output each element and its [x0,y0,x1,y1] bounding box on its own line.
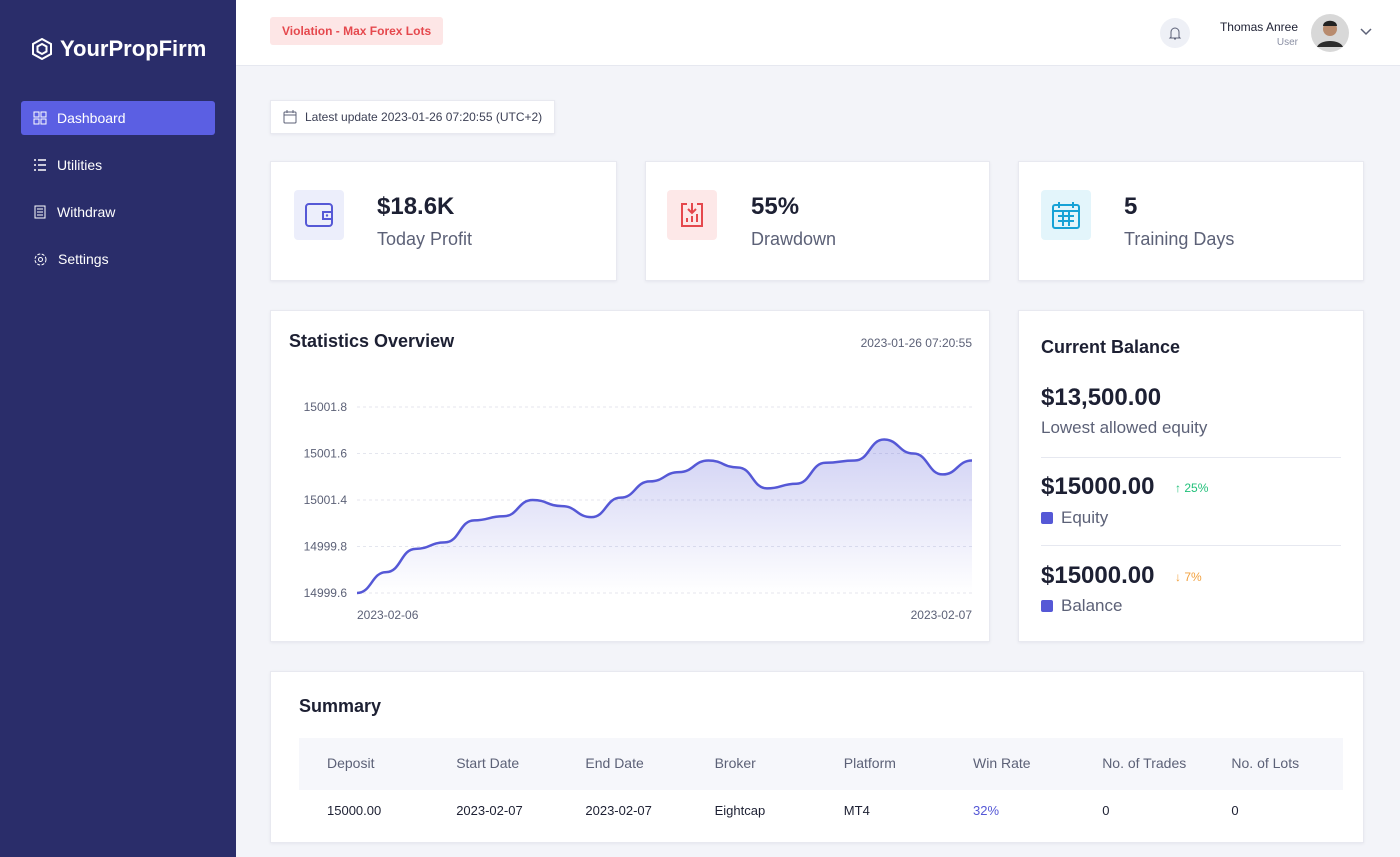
header: Violation - Max Forex Lots Thomas Anree … [236,0,1400,66]
balance-legend: Balance [1041,596,1122,616]
legend-swatch [1041,512,1053,524]
nav-label: Settings [58,251,109,267]
change-text: 25% [1184,481,1209,495]
table-cell: MT4 [843,803,870,818]
nav-icon [34,159,46,171]
stat-value: 55% [751,193,800,220]
summary-title: Summary [299,696,382,716]
balance-change: ↓ 7% [1175,570,1202,584]
x-tick-label: 2023-02-07 [911,608,973,622]
y-tick-label: 15001.8 [304,400,348,414]
avatar[interactable] [1310,13,1350,53]
user-info[interactable]: Thomas Anree User [1220,20,1298,48]
table-cell: 0 [1102,803,1110,818]
dropdown-caret[interactable] [1360,27,1372,37]
equity-value: $15000.00 [1041,473,1155,500]
equity-label: Equity [1061,508,1109,527]
column-header: Deposit [327,755,375,771]
stat-card: 5 Training Days [1018,161,1364,281]
table-cell: 0 [1231,803,1239,818]
chart-title: Statistics Overview [289,331,455,351]
balance-title: Current Balance [1041,337,1181,357]
equity-legend: Equity [1041,508,1108,528]
column-header: Win Rate [973,755,1031,771]
alert-badge[interactable]: Violation - Max Forex Lots [270,17,444,45]
stat-card: $18.6K Today Profit [270,161,617,281]
y-tick-label: 15001.4 [304,493,348,507]
stat-value: 5 [1124,193,1138,220]
nav-item[interactable]: Settings [21,242,215,276]
table-cell: 15000.00 [327,803,382,818]
summary-card: Summary Deposit Start Date End Date Broker P… [270,671,1364,843]
column-header: Start Date [456,755,520,771]
update-text: Latest update 2023-01-26 07:20:55 (UTC+2… [305,110,543,124]
legend-swatch [1041,600,1053,612]
column-header: No. of Lots [1231,755,1300,771]
nav-item[interactable]: Withdraw [21,195,215,229]
y-tick-label: 14999.8 [304,540,348,554]
brand[interactable]: YourPropFirm [32,36,206,62]
change-text: 7% [1184,570,1202,584]
nav-icon [33,111,47,125]
user-name: Thomas Anree [1219,20,1298,34]
stat-label: Drawdown [751,229,837,249]
nav-label: Utilities [57,157,103,173]
nav-item[interactable]: Utilities [21,148,215,182]
line [356,438,973,595]
column-header: No. of Trades [1102,755,1187,771]
y-tick-label: 15001.6 [304,447,348,461]
table-cell: 2023-02-07 [456,803,523,818]
calendar-icon [283,110,297,124]
divider [1041,545,1341,546]
wallet-icon [305,203,333,227]
stat-icon [1041,190,1091,240]
balance-value: $15000.00 [1041,562,1155,589]
chart: Statistics Overview 2023-01-26 07:20:55 … [289,331,973,622]
y-tick-label: 14999.6 [304,586,348,600]
divider [1041,457,1341,458]
notification-button[interactable] [1160,18,1190,48]
table-cell: 2023-02-07 [585,803,652,818]
calendar-icon [1052,202,1080,229]
stat-icon [294,190,344,240]
area [357,439,972,593]
balance-card: Current Balance $13,500.00 Lowest allowe… [1018,310,1364,642]
chart-subtitle: 2023-01-26 07:20:55 [861,336,973,350]
stat-value: $18.6K [377,193,455,220]
column-header: Platform [843,755,896,771]
stat-icon [667,190,717,240]
chart-card: Statistics Overview 2023-01-26 07:20:55 … [270,310,990,642]
lowest-label: Lowest allowed equity [1041,418,1208,437]
table-header [299,738,1343,790]
user-role: User [1276,37,1298,48]
nav-icon [34,205,46,219]
balance-label: Balance [1061,596,1123,615]
equity-change: ↑ 25% [1175,481,1209,495]
drawdown-icon [681,203,703,227]
stat-label: Training Days [1124,229,1235,249]
nav-icon [34,253,47,265]
nav-item[interactable]: Dashboard [21,101,215,135]
column-header: End Date [585,755,644,771]
sidebar: YourPropFirm Dashboard Utilities Withdra… [0,0,236,857]
nav-label: Dashboard [57,110,126,126]
lowest-value: $13,500.00 [1041,384,1162,411]
latest-update: Latest update 2023-01-26 07:20:55 (UTC+2… [270,100,556,134]
stat-label: Today Profit [377,229,473,249]
bell-icon [1168,27,1182,39]
table-cell: 32% [973,803,1000,818]
stat-card: 55% Drawdown [645,161,990,281]
nav-label: Withdraw [57,204,116,220]
brand-logo [32,38,52,60]
x-tick-label: 2023-02-06 [357,608,419,622]
column-header: Broker [714,755,756,771]
table-cell: Eightcap [714,803,766,818]
brand-name: YourPropFirm [60,36,207,61]
